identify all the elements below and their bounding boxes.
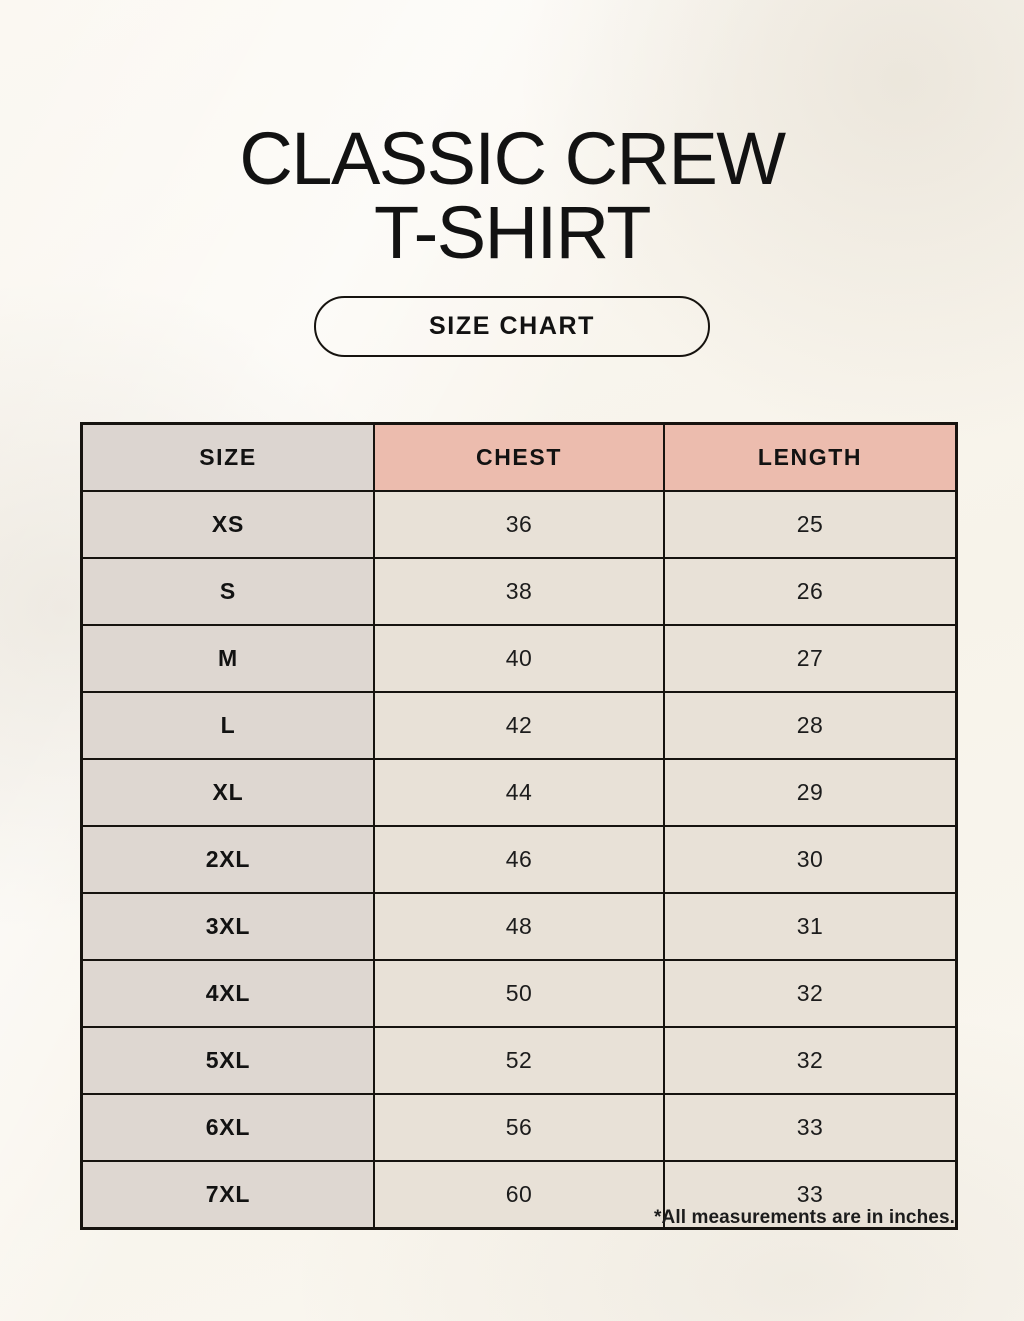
table-row: M 40 27 bbox=[81, 624, 957, 693]
page-title: CLASSIC CREW T-SHIRT bbox=[239, 116, 786, 274]
table-header: SIZE CHEST LENGTH bbox=[81, 423, 957, 492]
cell-chest: 56 bbox=[373, 1093, 665, 1162]
size-table-container: SIZE CHEST LENGTH XS 36 25 S 38 26 M 40 27 L 42 28 X… bbox=[80, 422, 958, 1230]
cell-chest: 36 bbox=[373, 490, 665, 559]
cell-length: 29 bbox=[663, 758, 957, 827]
cell-length: 26 bbox=[663, 557, 957, 626]
cell-chest: 40 bbox=[373, 624, 665, 693]
cell-size: 3XL bbox=[81, 892, 375, 961]
cell-size: 7XL bbox=[81, 1160, 375, 1229]
table-row: XL 44 29 bbox=[81, 758, 957, 827]
table-row: 4XL 50 32 bbox=[81, 959, 957, 1028]
cell-length: 25 bbox=[663, 490, 957, 559]
cell-chest: 48 bbox=[373, 892, 665, 961]
cell-length: 33 bbox=[663, 1093, 957, 1162]
cell-length: 32 bbox=[663, 1026, 957, 1095]
table-header-row: SIZE CHEST LENGTH bbox=[81, 423, 957, 492]
cell-size: 2XL bbox=[81, 825, 375, 894]
table-row: 2XL 46 30 bbox=[81, 825, 957, 894]
cell-size: XS bbox=[81, 490, 375, 559]
badge-container: SIZE CHART bbox=[0, 296, 1024, 357]
cell-chest: 44 bbox=[373, 758, 665, 827]
cell-size: L bbox=[81, 691, 375, 760]
table-body: XS 36 25 S 38 26 M 40 27 L 42 28 XL 44 29 2XL 46 30 3XL 48 3… bbox=[81, 490, 957, 1229]
table-row: XS 36 25 bbox=[81, 490, 957, 559]
cell-chest: 52 bbox=[373, 1026, 665, 1095]
table-row: 6XL 56 33 bbox=[81, 1093, 957, 1162]
cell-length: 30 bbox=[663, 825, 957, 894]
cell-size: M bbox=[81, 624, 375, 693]
size-chart-badge: SIZE CHART bbox=[314, 296, 710, 357]
table-row: 7XL 60 33 bbox=[81, 1160, 957, 1229]
measurements-footnote: *All measurements are in inches. bbox=[654, 1207, 955, 1228]
column-header-size: SIZE bbox=[81, 423, 375, 492]
cell-chest: 60 bbox=[373, 1160, 665, 1229]
table-row: L 42 28 bbox=[81, 691, 957, 760]
cell-chest: 50 bbox=[373, 959, 665, 1028]
cell-chest: 46 bbox=[373, 825, 665, 894]
column-header-chest: CHEST bbox=[373, 423, 665, 492]
cell-chest: 42 bbox=[373, 691, 665, 760]
table-row: S 38 26 bbox=[81, 557, 957, 626]
cell-size: XL bbox=[81, 758, 375, 827]
cell-length: 27 bbox=[663, 624, 957, 693]
size-table: SIZE CHEST LENGTH XS 36 25 S 38 26 M 40 27 L 42 28 X… bbox=[80, 422, 958, 1230]
table-row: 5XL 52 32 bbox=[81, 1026, 957, 1095]
cell-length: 32 bbox=[663, 959, 957, 1028]
cell-size: 6XL bbox=[81, 1093, 375, 1162]
cell-size: S bbox=[81, 557, 375, 626]
column-header-length: LENGTH bbox=[663, 423, 957, 492]
cell-length: 33 bbox=[663, 1160, 957, 1229]
cell-length: 31 bbox=[663, 892, 957, 961]
cell-size: 4XL bbox=[81, 959, 375, 1028]
cell-length: 28 bbox=[663, 691, 957, 760]
table-row: 3XL 48 31 bbox=[81, 892, 957, 961]
cell-chest: 38 bbox=[373, 557, 665, 626]
cell-size: 5XL bbox=[81, 1026, 375, 1095]
